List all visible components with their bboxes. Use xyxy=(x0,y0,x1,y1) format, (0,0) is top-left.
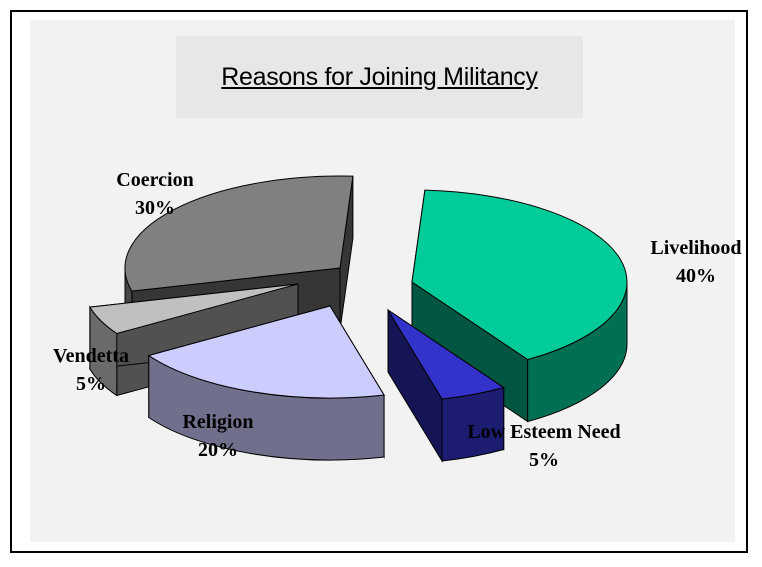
slice-religion-top xyxy=(147,305,385,399)
slice-low-esteem-need-top xyxy=(387,309,505,400)
label-livelihood-value: 40% xyxy=(676,265,716,287)
slice-coercion-top xyxy=(124,175,354,292)
chart-title: Reasons for Joining Militancy xyxy=(221,62,538,91)
label-religion-name: Religion xyxy=(182,411,254,433)
label-low-esteem-name: Low Esteem Need xyxy=(467,421,621,443)
label-vendetta-name: Vendetta xyxy=(53,345,129,367)
label-vendetta-value: 5% xyxy=(76,373,106,395)
slice-religion xyxy=(147,304,385,461)
label-coercion: Coercion 30% xyxy=(100,166,210,222)
label-coercion-name: Coercion xyxy=(116,169,194,191)
label-religion-value: 20% xyxy=(198,439,238,461)
label-coercion-value: 30% xyxy=(135,197,175,219)
label-livelihood-name: Livelihood xyxy=(650,237,742,259)
label-livelihood: Livelihood 40% xyxy=(636,234,756,290)
label-religion: Religion 20% xyxy=(158,408,278,464)
slice-low-esteem-need xyxy=(387,308,505,463)
label-low-esteem-value: 5% xyxy=(529,449,559,471)
slice-livelihood-top xyxy=(411,189,628,361)
slice-vendetta-top xyxy=(89,283,299,335)
label-vendetta: Vendetta 5% xyxy=(36,342,146,398)
label-low-esteem: Low Esteem Need 5% xyxy=(444,418,644,474)
title-box xyxy=(176,36,583,118)
slice-livelihood xyxy=(411,189,628,423)
